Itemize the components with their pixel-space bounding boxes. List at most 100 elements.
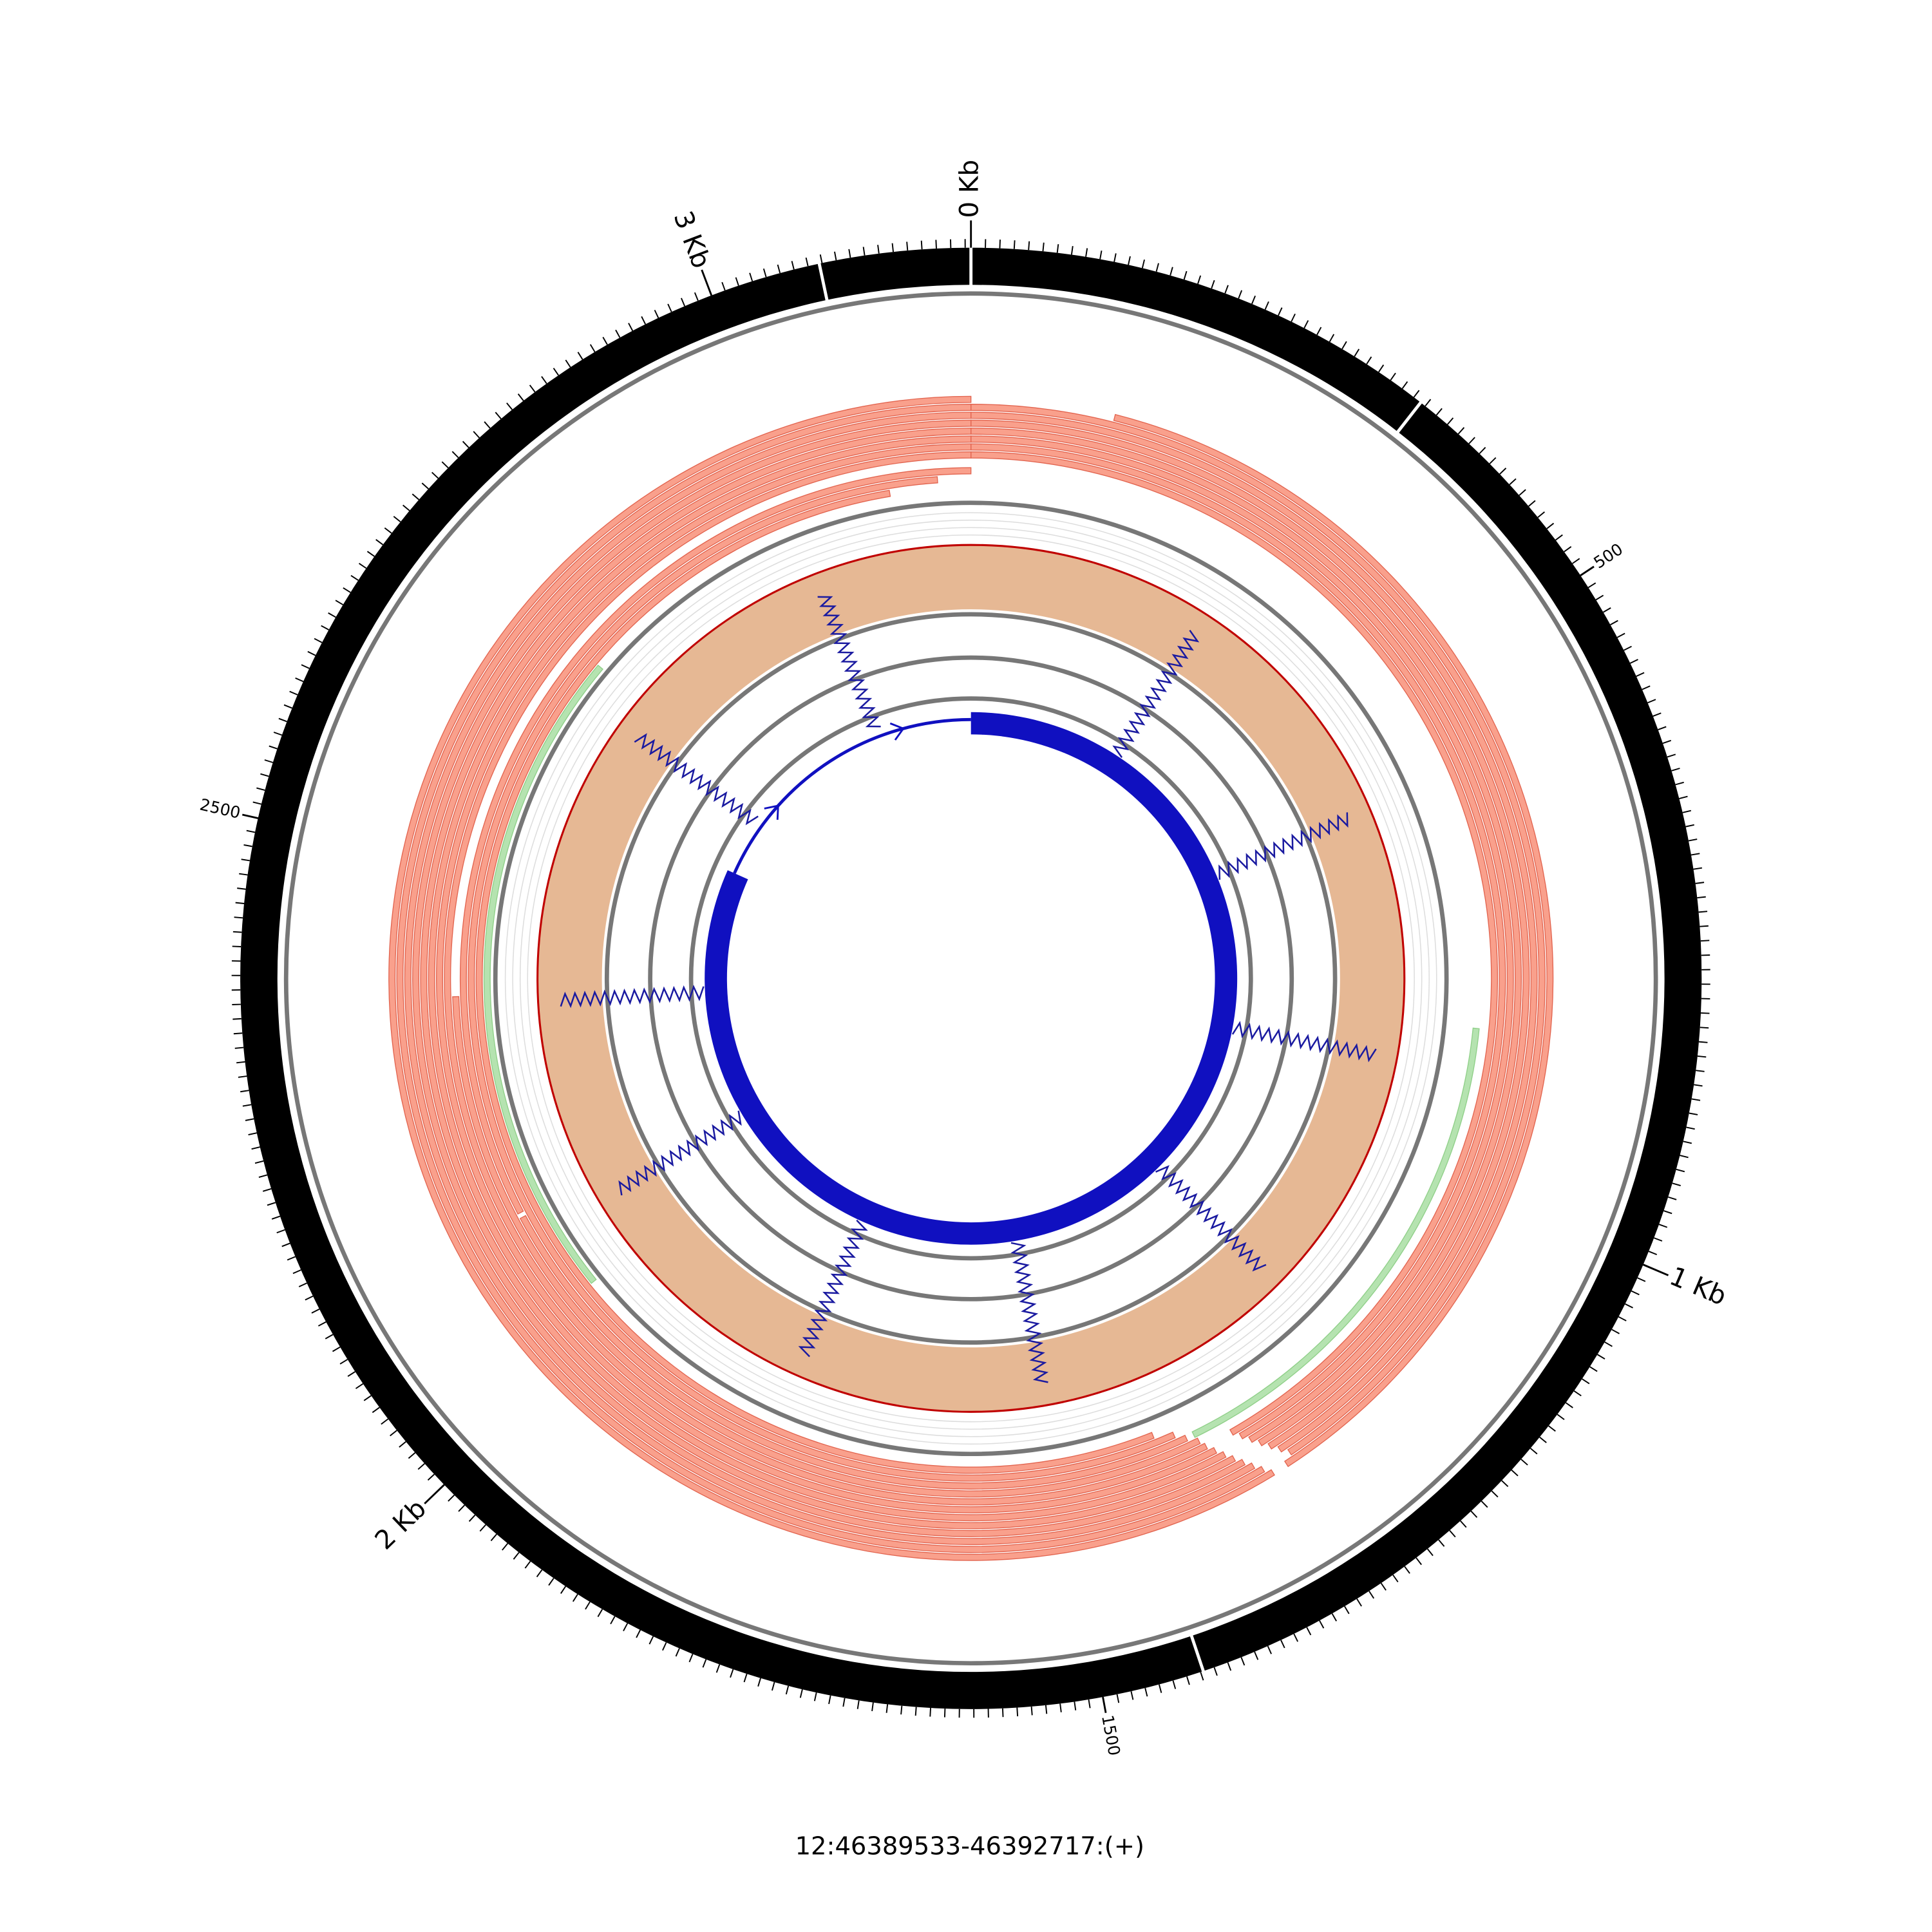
tick-mark	[234, 916, 243, 919]
strand-arrow	[889, 722, 905, 741]
tick-mark	[1658, 1224, 1668, 1228]
tick-mark	[1499, 468, 1507, 475]
tick-mark	[1238, 290, 1243, 299]
tick-mark	[777, 264, 781, 274]
tick-mark	[366, 551, 375, 557]
tick-mark	[431, 471, 439, 479]
tick-mark	[375, 539, 384, 545]
tick-mark	[1625, 1303, 1633, 1309]
tick-mark	[623, 1623, 629, 1631]
tick-mark	[1404, 1566, 1410, 1574]
read	[468, 476, 1176, 1482]
tick-mark	[757, 1678, 761, 1687]
tick-mark	[1426, 1548, 1434, 1557]
tick-mark	[241, 858, 251, 862]
read	[404, 412, 1256, 1546]
tick-mark	[1368, 1591, 1375, 1599]
tick-mark	[1663, 1210, 1672, 1215]
tick-mark	[390, 1430, 397, 1437]
tick-mark	[239, 873, 248, 876]
tick-mark	[701, 269, 713, 296]
tick-mark	[529, 384, 536, 393]
tick-mark	[236, 1061, 245, 1064]
ideogram-break	[1395, 399, 1424, 435]
read	[971, 404, 1546, 1455]
tick-mark	[363, 1395, 372, 1401]
grid-line	[527, 535, 1415, 1423]
tick-mark	[1070, 245, 1074, 255]
tick-mark	[1698, 1041, 1708, 1043]
tick-mark	[749, 272, 753, 281]
tick-mark	[451, 451, 459, 459]
read	[436, 443, 1218, 1513]
grid-line	[512, 519, 1430, 1437]
tick-mark	[1596, 1354, 1605, 1360]
tick-mark	[1200, 1672, 1204, 1681]
tick-mark	[1319, 1620, 1325, 1629]
tick-mark	[1700, 925, 1709, 927]
tick-mark	[929, 1708, 931, 1717]
tick-mark	[1316, 327, 1322, 336]
tick-mark	[1647, 699, 1656, 704]
tick-mark	[1183, 270, 1188, 280]
tick-mark	[1689, 1112, 1698, 1115]
tick-mark	[393, 516, 401, 523]
tick-mark	[347, 1371, 355, 1377]
tick-mark	[1341, 341, 1347, 350]
junction	[1155, 1165, 1267, 1272]
tick-mark	[264, 759, 274, 763]
tick-mark	[462, 440, 469, 448]
tick-mark	[1197, 275, 1202, 285]
tick-mark	[1416, 1557, 1422, 1566]
tick-mark	[1528, 500, 1536, 507]
read	[388, 395, 1275, 1561]
tick-mark	[1700, 940, 1710, 942]
tick-mark	[295, 677, 304, 683]
tick-mark	[1700, 1027, 1709, 1029]
tick-mark	[1679, 795, 1688, 799]
tick-mark	[900, 1705, 903, 1715]
tick-mark	[1662, 739, 1672, 744]
tick-mark	[610, 1616, 616, 1625]
tick-mark	[1380, 1582, 1387, 1591]
tick-mark	[1413, 390, 1420, 398]
tick-mark	[799, 1689, 803, 1698]
tick-mark	[490, 1533, 497, 1542]
tick-mark	[641, 316, 647, 325]
tick-mark	[1344, 1605, 1350, 1615]
tick-mark	[649, 1636, 654, 1645]
tick-mark	[1683, 1141, 1692, 1144]
junction	[1010, 1242, 1049, 1383]
junction	[634, 733, 759, 826]
tick-mark	[335, 600, 344, 605]
tick-mark	[1254, 1651, 1259, 1660]
tick-mark	[314, 638, 323, 643]
tick-mark	[1479, 447, 1486, 455]
tick-mark	[1697, 896, 1706, 899]
tick-mark	[762, 268, 767, 278]
junction	[560, 985, 705, 1009]
tick-mark	[332, 1346, 341, 1352]
tick-mark	[1128, 256, 1131, 265]
tick-mark	[1672, 1182, 1681, 1187]
tick-mark	[238, 1075, 247, 1078]
tick-mark	[1648, 1251, 1658, 1255]
tick-mark	[269, 745, 278, 750]
tick-mark	[1144, 1687, 1148, 1697]
tick-mark	[1099, 251, 1103, 260]
junction	[618, 1110, 742, 1196]
tick-mark	[1604, 1341, 1613, 1347]
tick-mark	[412, 493, 420, 500]
tick-mark	[424, 1484, 445, 1504]
tick-mark	[1690, 853, 1700, 856]
ideogram-border	[283, 291, 1658, 1666]
tick-mark	[1611, 1329, 1620, 1334]
tick-mark	[572, 1593, 578, 1602]
tick-mark	[1130, 1691, 1134, 1700]
tick-mark	[1016, 1707, 1019, 1717]
read	[412, 419, 1246, 1537]
tick-mark	[399, 1441, 406, 1448]
tick-mark	[791, 261, 795, 270]
tick-mark	[1264, 301, 1269, 310]
